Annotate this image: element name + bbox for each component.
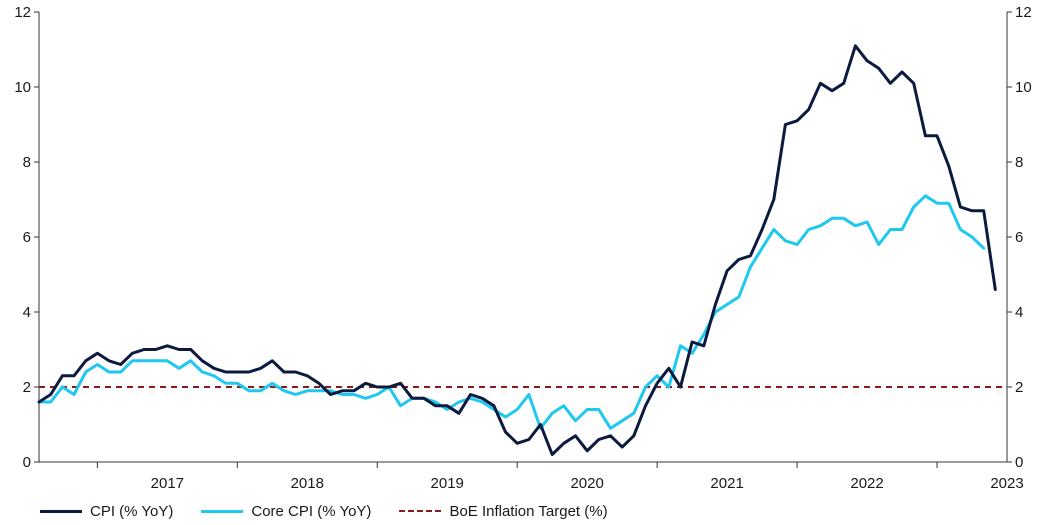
y-tick-label-right-0: 0 <box>1015 454 1023 471</box>
series-line-core-cpi <box>37 194 986 430</box>
y-tick-label-right-12: 12 <box>1015 4 1032 21</box>
x-year-label-2021: 2021 <box>710 475 743 492</box>
y-tick-label-left-10: 10 <box>14 79 31 96</box>
y-tick-label-right-2: 2 <box>1015 379 1023 396</box>
y-tick-label-left-2: 2 <box>23 379 31 396</box>
inflation-line-chart: 0 0 2 2 4 4 6 6 8 8 10 10 12 12 2017 2018 2019 2020 2021 20… <box>14 4 1032 492</box>
y-tick-label-left-6: 6 <box>23 229 31 246</box>
legend-label-cpi: CPI (% YoY) <box>90 502 174 520</box>
x-year-label-2020: 2020 <box>570 475 603 492</box>
legend-item-core-cpi: Core CPI (% YoY) <box>201 503 371 520</box>
legend-label-boe-target: BoE Inflation Target (%) <box>449 502 608 520</box>
x-year-label-2017: 2017 <box>151 475 184 492</box>
legend-item-cpi: CPI (% YoY) <box>40 503 173 520</box>
x-year-label-2023: 2023 <box>990 475 1023 492</box>
legend-swatch-core-cpi <box>201 509 244 513</box>
y-tick-label-left-4: 4 <box>23 304 31 321</box>
x-year-label-2018: 2018 <box>291 475 324 492</box>
y-tick-label-right-6: 6 <box>1015 229 1023 246</box>
y-tick-label-right-8: 8 <box>1015 154 1023 171</box>
legend-swatch-boe-target <box>399 510 442 512</box>
y-tick-label-left-8: 8 <box>23 154 31 171</box>
x-year-label-2019: 2019 <box>431 475 464 492</box>
chart-legend: CPI (% YoY) Core CPI (% YoY) BoE Inflati… <box>0 498 1046 524</box>
legend-label-core-cpi: Core CPI (% YoY) <box>251 502 372 520</box>
legend-swatch-cpi <box>40 509 82 513</box>
y-tick-label-left-12: 12 <box>14 4 31 21</box>
x-year-label-2022: 2022 <box>850 475 883 492</box>
y-tick-label-left-0: 0 <box>23 454 31 471</box>
legend-item-boe-target: BoE Inflation Target (%) <box>399 502 608 520</box>
y-tick-label-right-4: 4 <box>1015 304 1023 321</box>
y-tick-label-right-10: 10 <box>1015 79 1032 96</box>
series-line-cpi <box>37 44 997 456</box>
